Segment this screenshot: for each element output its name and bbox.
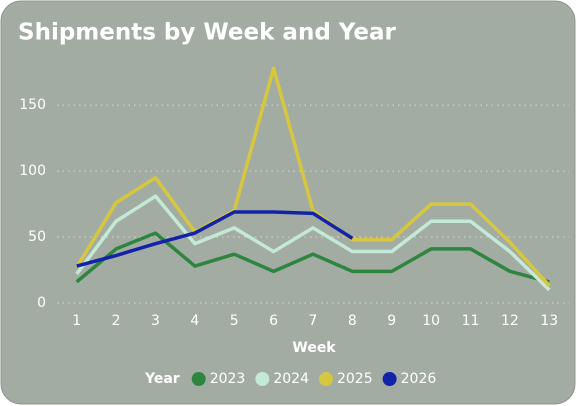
y-tick-label: 0 bbox=[37, 295, 46, 311]
series-line bbox=[75, 231, 550, 284]
x-tick-label: 7 bbox=[309, 313, 318, 329]
chart-title: Shipments by Week and Year bbox=[18, 20, 396, 46]
series-line bbox=[75, 194, 551, 292]
y-tick-label: 150 bbox=[19, 97, 46, 113]
x-tick-label: 2 bbox=[112, 313, 121, 329]
x-tick-label: 11 bbox=[462, 313, 480, 329]
legend-marker bbox=[318, 372, 333, 386]
x-tick-label: 10 bbox=[422, 313, 440, 329]
y-tick-label: 100 bbox=[19, 163, 46, 179]
x-axis-label: Week bbox=[292, 340, 336, 356]
series-line bbox=[76, 210, 354, 268]
series-line bbox=[75, 66, 551, 288]
legend-marker bbox=[255, 372, 270, 386]
x-tick-label: 13 bbox=[540, 313, 558, 329]
x-tick-label: 8 bbox=[348, 313, 357, 329]
x-tick-label: 4 bbox=[190, 313, 199, 329]
legend-label: 2026 bbox=[401, 371, 437, 387]
legend-label: 2024 bbox=[273, 371, 309, 387]
legend-marker bbox=[382, 372, 397, 386]
x-tick-label: 9 bbox=[387, 313, 396, 329]
x-tick-label: 3 bbox=[151, 313, 160, 329]
legend-label: 2023 bbox=[210, 371, 246, 387]
x-tick-label: 6 bbox=[269, 313, 278, 329]
legend: Year 2023 2024 2025 2026 bbox=[144, 371, 436, 387]
legend-label: 2025 bbox=[337, 371, 373, 387]
x-tick-label: 1 bbox=[72, 313, 81, 329]
y-tick-label: 50 bbox=[28, 229, 46, 245]
x-tick-label: 5 bbox=[230, 313, 239, 329]
legend-marker bbox=[191, 372, 206, 386]
legend-title: Year bbox=[144, 371, 180, 387]
x-tick-label: 12 bbox=[501, 313, 519, 329]
